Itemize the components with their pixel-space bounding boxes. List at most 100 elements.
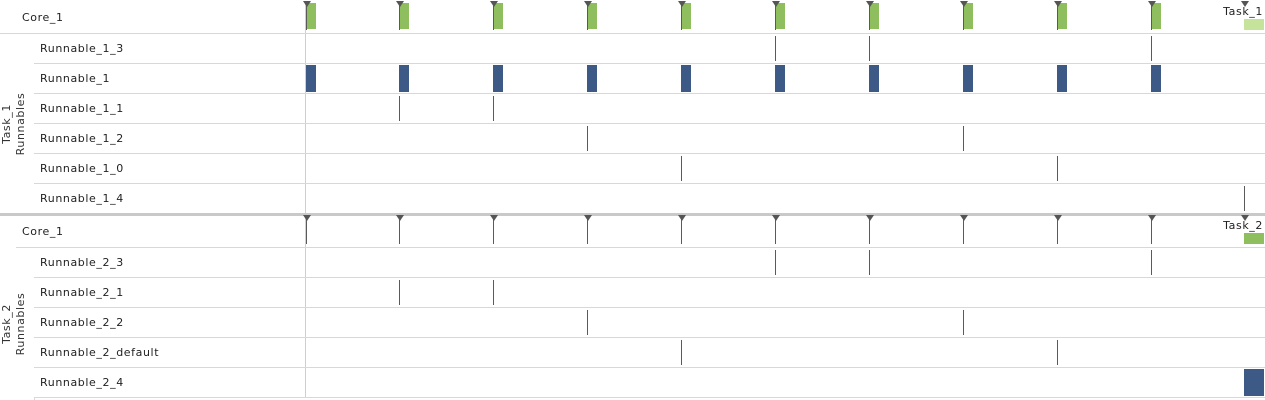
runnable-label-cell: Runnable_1_3 — [34, 34, 305, 63]
activation-marker — [866, 215, 874, 221]
runnable-execution-mark[interactable] — [1244, 186, 1245, 211]
runnable-track — [305, 64, 1265, 93]
activation-marker — [960, 215, 968, 221]
core-label: Core_1 — [22, 11, 64, 24]
core-execution-bar[interactable] — [399, 3, 409, 29]
runnable-execution-bar[interactable] — [1244, 369, 1264, 396]
runnable-execution-mark[interactable] — [399, 96, 400, 121]
core-row[interactable]: Core_1 Task_2 — [16, 215, 1265, 248]
group-label: Task_1 Runnables — [0, 64, 34, 184]
runnable-row[interactable]: Runnable_1 — [34, 64, 1265, 94]
core-execution-bar[interactable] — [963, 3, 973, 29]
runnables-group-header: Task_2 Runnables — [0, 248, 35, 400]
runnable-execution-mark[interactable] — [493, 96, 494, 121]
runnable-track — [305, 154, 1265, 183]
activation-marker — [303, 215, 311, 221]
activation-line — [306, 216, 307, 244]
runnable-label-cell: Runnable_1_4 — [34, 184, 305, 213]
runnable-track — [305, 338, 1265, 367]
group-label: Task_2 Runnables — [0, 264, 34, 384]
runnable-track — [305, 34, 1265, 63]
core-execution-bar[interactable] — [681, 3, 691, 29]
runnable-execution-bar[interactable] — [963, 65, 973, 92]
core-execution-bar[interactable] — [775, 3, 785, 29]
runnable-execution-mark[interactable] — [963, 310, 964, 335]
runnable-track — [305, 184, 1265, 213]
runnable-label-cell: Runnable_2_4 — [34, 368, 305, 397]
core-execution-bar[interactable] — [1244, 19, 1264, 30]
activation-line — [681, 2, 682, 30]
runnable-row[interactable]: Runnable_2_4 — [34, 368, 1265, 398]
activation-marker — [1148, 215, 1156, 221]
runnable-row[interactable]: Runnable_2_3 — [34, 248, 1265, 278]
runnable-execution-bar[interactable] — [869, 65, 879, 92]
activation-line — [869, 216, 870, 244]
runnable-row[interactable]: Runnable_1_0 — [34, 154, 1265, 184]
runnable-label-cell: Runnable_2_1 — [34, 278, 305, 307]
runnable-execution-mark[interactable] — [399, 280, 400, 305]
runnable-execution-mark[interactable] — [869, 36, 870, 61]
runnable-track — [305, 248, 1265, 277]
runnable-execution-bar[interactable] — [1057, 65, 1067, 92]
core-execution-bar[interactable] — [869, 3, 879, 29]
runnable-execution-mark[interactable] — [1151, 36, 1152, 61]
runnable-execution-mark[interactable] — [493, 280, 494, 305]
runnable-row[interactable]: Runnable_2_2 — [34, 308, 1265, 338]
runnable-name: Runnable_1_1 — [40, 102, 124, 115]
runnable-execution-bar[interactable] — [493, 65, 503, 92]
runnable-label-cell: Runnable_1_2 — [34, 124, 305, 153]
runnable-execution-mark[interactable] — [1057, 156, 1058, 181]
activation-line — [399, 216, 400, 244]
activation-marker — [1054, 1, 1062, 7]
runnable-execution-bar[interactable] — [306, 65, 316, 92]
activation-marker — [1241, 1, 1249, 7]
core-execution-bar[interactable] — [1151, 3, 1161, 29]
runnable-execution-mark[interactable] — [775, 250, 776, 275]
runnable-execution-mark[interactable] — [775, 36, 776, 61]
core-row[interactable]: Core_1 Task_1 — [0, 1, 1265, 34]
core-execution-bar[interactable] — [1244, 233, 1264, 244]
activation-marker — [678, 1, 686, 7]
runnable-execution-mark[interactable] — [587, 126, 588, 151]
activation-marker — [490, 215, 498, 221]
activation-line — [963, 2, 964, 30]
runnable-execution-bar[interactable] — [1151, 65, 1161, 92]
runnable-execution-mark[interactable] — [1057, 340, 1058, 365]
activation-line — [493, 216, 494, 244]
runnable-row[interactable]: Runnable_1_2 — [34, 124, 1265, 154]
runnable-execution-mark[interactable] — [681, 156, 682, 181]
activation-marker — [960, 1, 968, 7]
runnable-row[interactable]: Runnable_2_default — [34, 338, 1265, 368]
runnable-row[interactable]: Runnable_1_1 — [34, 94, 1265, 124]
runnable-row[interactable]: Runnable_2_1 — [34, 278, 1265, 308]
runnable-execution-mark[interactable] — [681, 340, 682, 365]
group-task-name: Task_2 — [0, 304, 13, 344]
runnable-execution-mark[interactable] — [587, 310, 588, 335]
activation-line — [775, 2, 776, 30]
core-execution-bar[interactable] — [1057, 3, 1067, 29]
runnable-name: Runnable_1_0 — [40, 162, 124, 175]
core-execution-bar[interactable] — [493, 3, 503, 29]
runnable-execution-mark[interactable] — [963, 126, 964, 151]
runnable-name: Runnable_2_4 — [40, 376, 124, 389]
runnable-execution-mark[interactable] — [1151, 250, 1152, 275]
core-execution-bar[interactable] — [306, 3, 316, 29]
runnable-name: Runnable_1_2 — [40, 132, 124, 145]
runnable-execution-bar[interactable] — [587, 65, 597, 92]
runnable-execution-bar[interactable] — [681, 65, 691, 92]
runnable-row[interactable]: Runnable_1_3 — [34, 34, 1265, 64]
runnable-name: Runnable_2_1 — [40, 286, 124, 299]
runnable-track — [305, 124, 1265, 153]
activation-marker — [772, 1, 780, 7]
runnable-execution-bar[interactable] — [775, 65, 785, 92]
runnable-row[interactable]: Runnable_1_4 — [34, 184, 1265, 214]
runnable-label-cell: Runnable_1_1 — [34, 94, 305, 123]
core-execution-bar[interactable] — [587, 3, 597, 29]
runnable-name: Runnable_2_default — [40, 346, 160, 359]
activation-line — [306, 2, 307, 30]
activation-marker — [396, 1, 404, 7]
runnable-execution-bar[interactable] — [399, 65, 409, 92]
runnable-execution-mark[interactable] — [869, 250, 870, 275]
core-label: Core_1 — [22, 225, 64, 238]
runnable-name: Runnable_1_3 — [40, 42, 124, 55]
